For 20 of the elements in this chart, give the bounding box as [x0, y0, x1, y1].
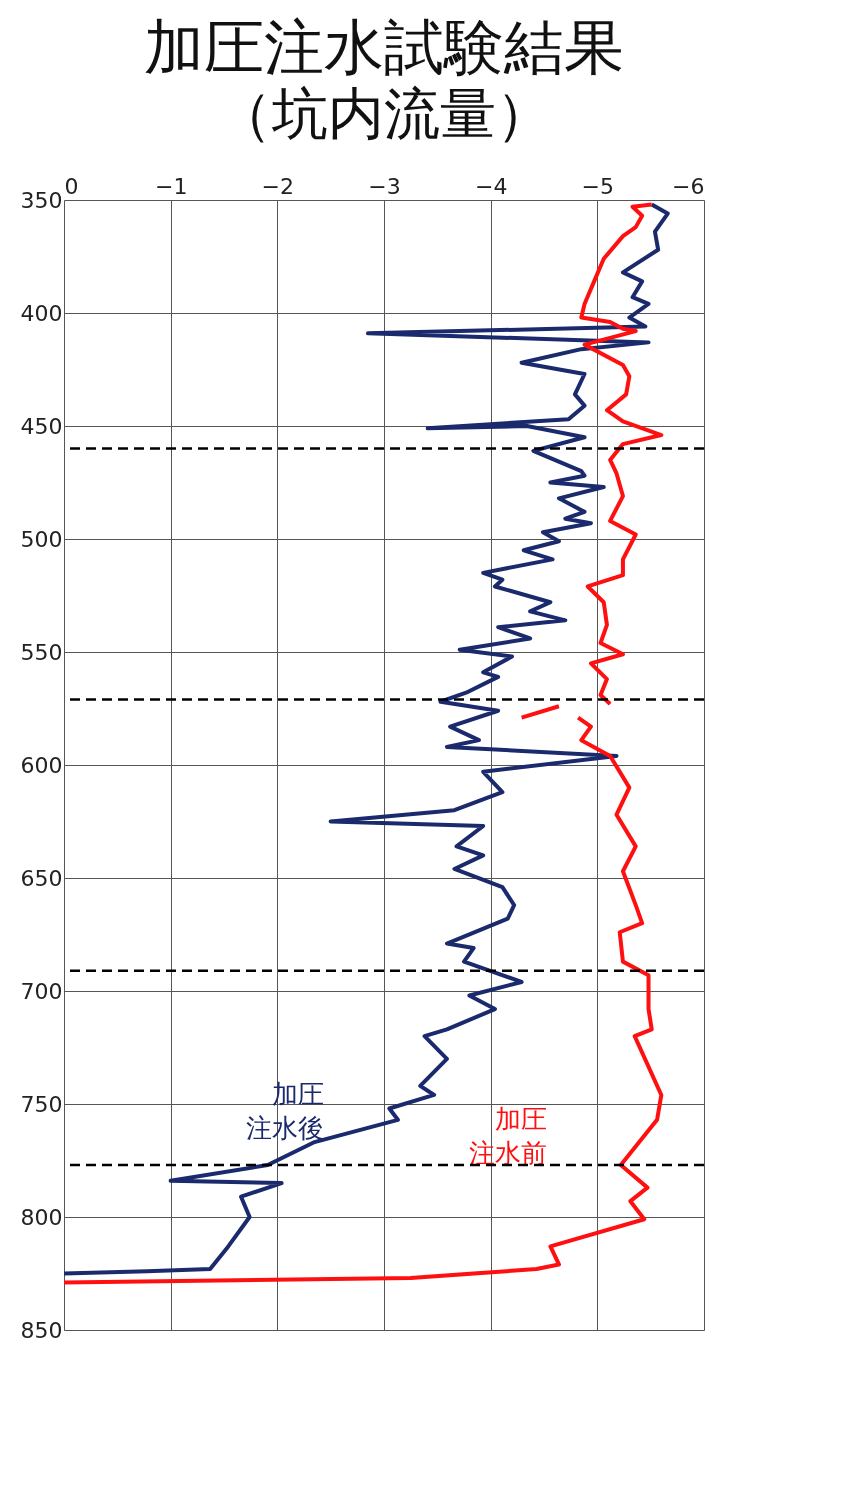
x-tick-label: −4: [474, 173, 508, 199]
x-tick-label: 0: [64, 173, 79, 199]
y-tick-label: 800: [20, 1204, 63, 1230]
x-tick-label: −6: [672, 173, 705, 199]
y-tick-label: 400: [20, 300, 63, 326]
y-tick-label: 450: [20, 413, 63, 439]
x-tick-label: −5: [581, 173, 615, 199]
y-tick-label: 350: [20, 187, 63, 213]
chart-subtitle: （坑内流量）: [216, 81, 552, 146]
x-tick-label: −2: [261, 173, 295, 199]
chart-title: 加圧注水試験結果: [144, 12, 624, 82]
y-tick-label: 600: [20, 752, 63, 778]
y-tick-label: 500: [20, 526, 63, 552]
x-tick-label: −1: [154, 173, 188, 199]
y-tick-label: 650: [20, 865, 63, 891]
y-tick-label: 750: [20, 1091, 63, 1117]
y-tick-label: 550: [20, 639, 63, 665]
y-tick-label: 850: [20, 1317, 63, 1343]
y-tick-label: 700: [20, 978, 63, 1004]
x-tick-label: −3: [368, 173, 401, 199]
